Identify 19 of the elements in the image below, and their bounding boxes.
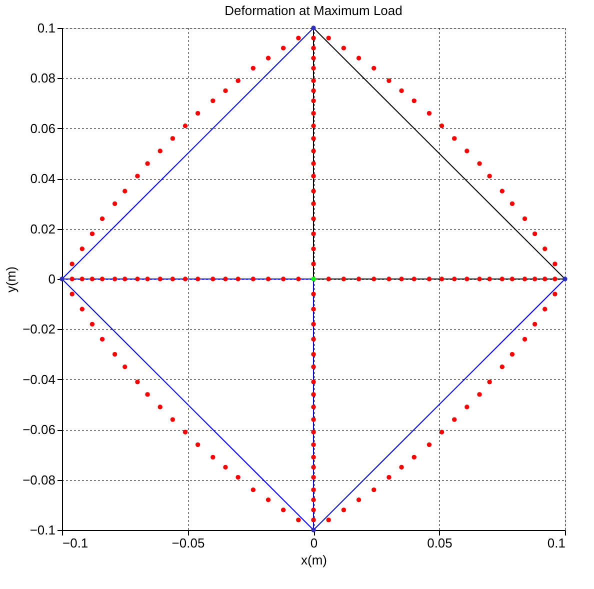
x-tick-label: −0.05 [172,536,205,550]
y-tick-label: −0.02 [22,322,56,337]
y-tick-label: 0.02 [30,221,56,236]
chart-title: Deformation at Maximum Load [224,3,402,18]
y-tick-label: 0.08 [30,70,56,86]
x-tick-label: −0.1 [62,536,88,550]
y-tick-label: −0.08 [22,472,56,488]
x-axis-title: x(m) [301,552,327,568]
y-tick-label: −0.1 [30,522,56,538]
x-tick-label: 0.1 [547,536,566,550]
y-tick-label: −0.04 [22,372,56,387]
y-tick-label: 0.1 [37,20,56,36]
y-axis-title: y(m) [4,266,19,292]
x-tick-label: 0.05 [427,536,452,550]
x-tick-label: 0 [310,536,318,550]
y-tick-label: −0.06 [22,422,56,438]
y-tick-label: 0.06 [30,120,56,136]
y-tick-label: 0 [48,272,56,286]
y-tick-label: 0.04 [30,171,56,186]
